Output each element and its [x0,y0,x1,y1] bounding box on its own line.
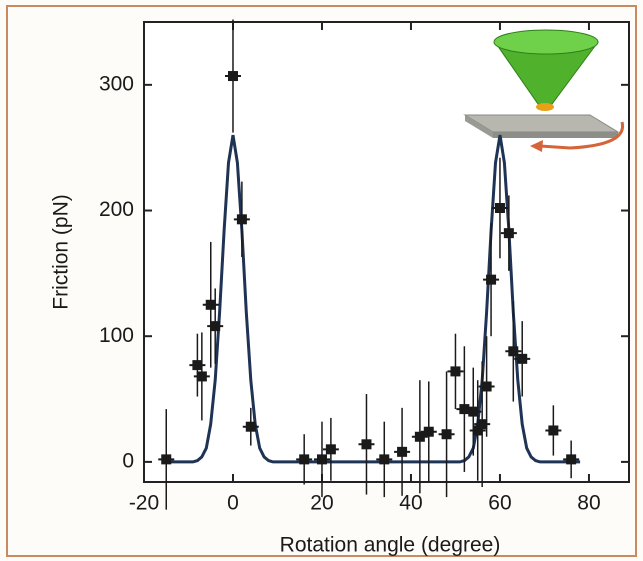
x-tick-label: -20 [129,492,159,515]
data-point [196,371,207,382]
x-axis-label: Rotation angle (degree) [280,534,501,557]
fit-curve [161,134,581,464]
data-point [423,426,434,437]
data-point [548,425,559,436]
y-tick-label: 0 [122,449,134,472]
frame [6,5,637,557]
data-point [494,203,505,214]
data-point [161,454,172,465]
x-tick-label: 60 [488,492,511,515]
data-point [503,228,514,239]
data-point [481,381,492,392]
data-point [236,214,247,225]
x-tick-label: 40 [399,492,422,515]
data-point [325,444,336,455]
data-point [205,299,216,310]
arrow-head [530,140,543,152]
x-tick-label: 0 [227,492,239,515]
data-point [459,404,470,415]
data-point [397,446,408,457]
x-tick-label: 20 [310,492,333,515]
data-point [316,454,327,465]
data-point [245,421,256,432]
data-point [192,360,203,371]
rotation-arrow [539,121,625,150]
y-tick-label: 200 [99,198,134,221]
tip [536,103,554,111]
data-point [486,274,497,285]
data-point [477,419,488,430]
y-axis-label: Friction (pN) [50,194,73,310]
plate-side [465,115,493,138]
x-tick-label: 80 [577,492,600,515]
data-point [468,406,479,417]
data-point [379,454,390,465]
data-point [414,431,425,442]
data-point [299,454,310,465]
y-tick-label: 100 [99,324,134,347]
data-point [361,439,372,450]
data-point [227,71,238,82]
data-point [517,353,528,364]
data-point [508,346,519,357]
cone-top [493,29,599,55]
data-point [441,429,452,440]
data-point [566,454,577,465]
data-point [210,321,221,332]
plate-front [493,132,618,138]
data-point [472,425,483,436]
inset-illustration [463,29,625,152]
data-point [450,366,461,377]
y-tick-label: 300 [99,72,134,95]
